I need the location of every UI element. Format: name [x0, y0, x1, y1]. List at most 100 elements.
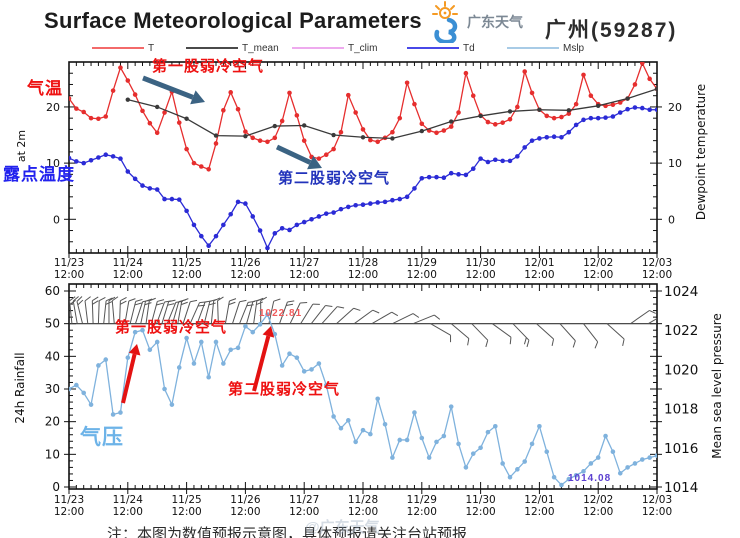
svg-text:11/28: 11/28: [348, 494, 378, 506]
svg-text:12:00: 12:00: [465, 269, 495, 281]
svg-text:11/29: 11/29: [407, 494, 437, 506]
annotation-pressure: 气压: [80, 426, 124, 449]
series-Td: [69, 105, 657, 251]
svg-text:11/28: 11/28: [348, 257, 378, 269]
svg-text:12:00: 12:00: [54, 269, 84, 281]
legend-swatch-td: [407, 47, 459, 49]
svg-text:12:00: 12:00: [289, 269, 319, 281]
svg-text:1014: 1014: [664, 480, 698, 496]
svg-text:60: 60: [45, 284, 60, 298]
svg-text:40: 40: [45, 349, 60, 363]
svg-text:12:00: 12:00: [407, 506, 437, 518]
svg-text:12:00: 12:00: [230, 269, 260, 281]
svg-text:12/01: 12/01: [524, 257, 554, 269]
series-Mslp: [69, 312, 657, 488]
annotation-cold-air-2-top: 第二股弱冷空气: [278, 170, 391, 187]
svg-text:1016: 1016: [664, 441, 698, 457]
svg-text:10: 10: [45, 447, 60, 461]
svg-text:11/23: 11/23: [54, 494, 84, 506]
legend-swatch-mslp: [507, 47, 559, 49]
svg-text:11/25: 11/25: [171, 257, 201, 269]
svg-text:50: 50: [45, 317, 60, 331]
svg-text:12/01: 12/01: [524, 494, 554, 506]
legend-item-td: Td: [407, 42, 475, 54]
svg-text:12:00: 12:00: [230, 506, 260, 518]
svg-text:Dewpoint temperature: Dewpoint temperature: [694, 84, 708, 220]
annotation-dewpoint: 露点温度: [3, 165, 75, 184]
svg-text:12:00: 12:00: [348, 506, 378, 518]
svg-text:11/23: 11/23: [54, 257, 84, 269]
svg-text:12/03: 12/03: [642, 257, 672, 269]
legend-label-mslp: Mslp: [563, 42, 585, 54]
svg-text:at 2m: at 2m: [15, 130, 28, 162]
svg-text:11/25: 11/25: [171, 494, 201, 506]
annotation-arrow: [190, 90, 205, 105]
svg-text:12:00: 12:00: [171, 506, 201, 518]
annotation-arrow: [262, 326, 275, 338]
svg-text:0: 0: [668, 213, 675, 226]
annotation-arrow: [307, 155, 322, 170]
svg-text:12:00: 12:00: [465, 506, 495, 518]
legend-label-tmean: T_mean: [242, 42, 279, 54]
wind-barbs: [69, 296, 657, 349]
svg-text:11/24: 11/24: [113, 494, 144, 506]
svg-text:1022: 1022: [664, 323, 698, 339]
svg-text:11/30: 11/30: [465, 494, 495, 506]
legend-item-mslp: Mslp: [507, 42, 584, 54]
svg-text:12:00: 12:00: [642, 269, 672, 281]
svg-text:0: 0: [52, 480, 60, 494]
pressure-max-value-label: 1022.81: [259, 308, 303, 319]
svg-text:12:00: 12:00: [54, 506, 84, 518]
svg-text:1020: 1020: [664, 362, 698, 378]
svg-text:20: 20: [45, 415, 60, 429]
legend-swatch-t: [92, 47, 144, 49]
footnote-caption: 注：本图为数值预报示意图，具体预报请关注台站预报: [107, 526, 468, 538]
gdweather-logo-icon: [432, 1, 458, 43]
svg-text:10: 10: [46, 157, 60, 170]
legend-label-td: Td: [463, 42, 475, 54]
svg-text:11/26: 11/26: [230, 257, 261, 269]
svg-text:12:00: 12:00: [407, 269, 437, 281]
annotation-cold-air-2-bottom: 第二股弱冷空气: [228, 381, 341, 398]
brand-label: 广东天气: [467, 14, 523, 30]
svg-text:12:00: 12:00: [583, 506, 613, 518]
svg-text:10: 10: [668, 157, 682, 170]
svg-text:12:00: 12:00: [171, 269, 201, 281]
station-label: 广州(59287): [545, 19, 678, 42]
svg-text:11/27: 11/27: [289, 257, 319, 269]
annotation-cold-air-1-top: 第一股弱冷空气: [152, 58, 265, 75]
series-T: [69, 62, 657, 172]
svg-text:20: 20: [46, 101, 60, 114]
legend-swatch-tmean: [186, 47, 238, 49]
svg-text:11/29: 11/29: [407, 257, 437, 269]
svg-text:12:00: 12:00: [289, 506, 319, 518]
legend-item-t: T: [92, 42, 154, 54]
svg-text:1024: 1024: [664, 284, 698, 300]
legend-item-tclim: T_clim: [292, 42, 377, 54]
annotation-arrow: [128, 344, 141, 356]
svg-text:24h Rainfall: 24h Rainfall: [13, 352, 27, 423]
svg-text:12:00: 12:00: [642, 506, 672, 518]
legend-label-t: T: [148, 42, 155, 54]
bottom-panel-frame: [68, 283, 658, 490]
svg-text:12:00: 12:00: [524, 269, 554, 281]
watermark: @广东天气: [305, 519, 380, 536]
svg-text:12:00: 12:00: [583, 269, 613, 281]
svg-text:12/03: 12/03: [642, 494, 672, 506]
annotation-temperature: 气温: [27, 79, 63, 98]
svg-text:11/27: 11/27: [289, 494, 319, 506]
svg-text:12:00: 12:00: [348, 269, 378, 281]
svg-text:1018: 1018: [664, 402, 698, 418]
svg-text:12/02: 12/02: [583, 257, 613, 269]
legend-swatch-tclim: [292, 47, 344, 49]
series-T_mean: [125, 86, 657, 141]
svg-text:11/24: 11/24: [113, 257, 144, 269]
svg-text:30: 30: [45, 382, 60, 396]
pressure-min-value-label: 1014.08: [568, 473, 612, 484]
svg-text:11/30: 11/30: [465, 257, 495, 269]
svg-text:11/26: 11/26: [230, 494, 261, 506]
svg-text:0: 0: [53, 213, 60, 226]
svg-text:Mean sea level pressure: Mean sea level pressure: [710, 313, 724, 459]
